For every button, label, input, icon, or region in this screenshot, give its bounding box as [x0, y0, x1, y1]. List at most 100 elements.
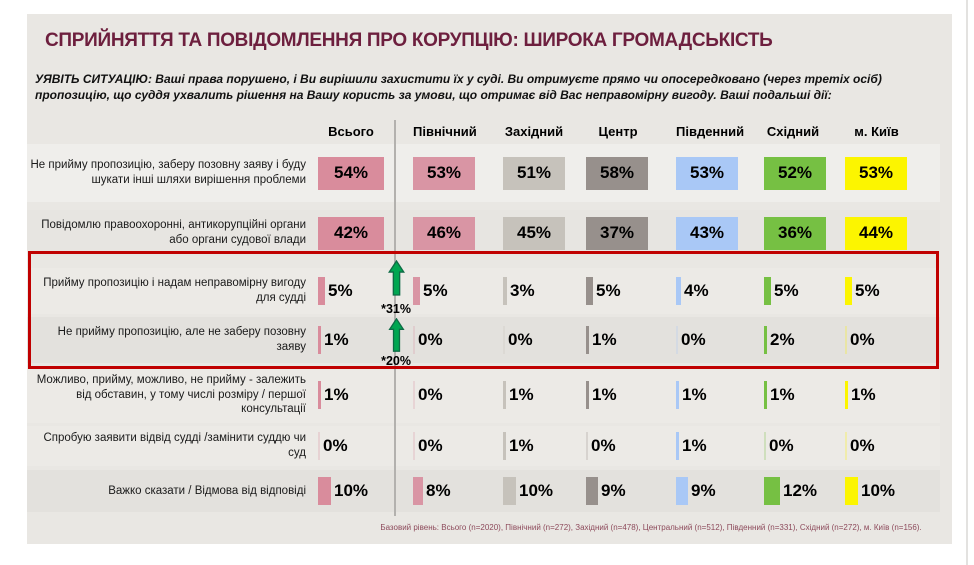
mini-bar	[845, 477, 858, 505]
value-cell: 4%	[676, 277, 764, 305]
mini-bar	[586, 381, 589, 409]
value-cell: 0%	[586, 432, 676, 460]
trend-annotation: *31%	[381, 302, 411, 316]
column-header-skhidnyi: Східний	[766, 123, 820, 139]
column-header-pivdennyi: Південний	[676, 123, 745, 139]
value-cell: 5%	[586, 277, 676, 305]
value-label: 10%	[861, 481, 896, 500]
mini-bar	[764, 381, 767, 409]
value-cell: 5%	[318, 277, 413, 305]
page-title: СПРИЙНЯТТЯ ТА ПОВІДОМЛЕННЯ ПРО КОРУПЦІЮ:…	[45, 30, 773, 51]
mini-bar	[586, 326, 589, 354]
row-label: Не прийму пропозицію, але не заберу позо…	[57, 326, 306, 353]
column-header-tsentr: Центр	[598, 123, 638, 139]
value-cell: 1%	[318, 381, 413, 409]
value-box: 54%	[318, 156, 384, 190]
value-cell: 5%	[845, 277, 932, 305]
value-cell: 10%	[318, 477, 413, 505]
mini-bar	[318, 326, 321, 354]
mini-bar	[764, 326, 767, 354]
mini-bar	[764, 432, 766, 460]
value-label: 51%	[516, 163, 552, 182]
results-table: Всього Північний Західний Центр Південни…	[27, 118, 952, 516]
mini-bar	[318, 477, 331, 505]
row-label: Не прийму пропозицію, заберу позовну зая…	[30, 159, 307, 186]
slide-panel: СПРИЙНЯТТЯ ТА ПОВІДОМЛЕННЯ ПРО КОРУПЦІЮ:…	[27, 14, 952, 544]
value-label: 37%	[599, 223, 635, 242]
value-label: 42%	[333, 223, 369, 242]
column-divider	[394, 120, 396, 516]
scenario-text: УЯВІТЬ СИТУАЦІЮ: Ваші права порушено, і …	[35, 72, 882, 102]
row-label: Важко сказати / Відмова від відповіді	[108, 484, 306, 497]
value-label: 0%	[850, 330, 875, 349]
mini-bar	[413, 381, 415, 409]
value-label: 45%	[516, 223, 552, 242]
value-label: 1%	[851, 385, 876, 404]
mini-bar	[586, 477, 598, 505]
table-row: Не прийму пропозицію, але не заберу позо…	[27, 317, 940, 363]
mini-bar	[318, 432, 320, 460]
value-box: 42%	[318, 216, 384, 250]
trend-up-arrow-icon	[388, 318, 405, 352]
value-label: 1%	[682, 436, 707, 455]
value-cell: 1%	[318, 326, 413, 354]
value-box: 53%	[413, 156, 475, 190]
value-cell: 12%	[764, 477, 845, 505]
trend-annotation: *20%	[381, 354, 411, 368]
page-edge-divider	[966, 0, 968, 565]
mini-bar	[764, 277, 771, 305]
value-label: 10%	[519, 481, 554, 500]
table-row: Повідомлю правоохоронні, антикорупційні …	[27, 210, 940, 256]
value-box: 44%	[845, 216, 907, 250]
value-box: 37%	[586, 216, 648, 250]
mini-bar	[503, 381, 506, 409]
mini-bar	[676, 326, 678, 354]
value-box: 36%	[764, 216, 826, 250]
value-cell: 10%	[503, 477, 586, 505]
value-label: 0%	[418, 330, 443, 349]
column-header-zakhidnyi: Західний	[504, 123, 564, 139]
value-label: 58%	[599, 163, 635, 182]
mini-bar	[503, 326, 505, 354]
value-label: 52%	[777, 163, 813, 182]
mini-bar	[764, 477, 780, 505]
value-box: 43%	[676, 216, 738, 250]
value-cell: 0%	[413, 381, 503, 409]
value-label: 46%	[426, 223, 462, 242]
value-cell: 0%	[318, 432, 413, 460]
value-label: 0%	[769, 436, 794, 455]
value-box: 46%	[413, 216, 475, 250]
value-label: 1%	[509, 385, 534, 404]
value-box: 53%	[676, 156, 738, 190]
value-cell: 0%	[413, 432, 503, 460]
value-label: 4%	[684, 281, 709, 300]
value-cell: 0%	[845, 326, 932, 354]
value-cell: 1%	[676, 381, 764, 409]
table-header-row: Всього Північний Західний Центр Південни…	[27, 118, 952, 144]
value-cell: 1%	[764, 381, 845, 409]
mini-bar	[845, 432, 847, 460]
value-label: 44%	[858, 223, 894, 242]
value-cell: 9%	[586, 477, 676, 505]
mini-bar	[586, 432, 588, 460]
value-label: 8%	[426, 481, 451, 500]
value-label: 5%	[596, 281, 621, 300]
value-label: 2%	[770, 330, 795, 349]
value-cell: 0%	[676, 326, 764, 354]
value-label: 0%	[323, 436, 348, 455]
value-label: 0%	[418, 385, 443, 404]
column-header-vsogo: Всього	[328, 123, 374, 139]
mini-bar	[503, 432, 506, 460]
column-header-kyiv: м. Київ	[854, 123, 899, 139]
value-label: 53%	[689, 163, 725, 182]
value-box: 51%	[503, 156, 565, 190]
value-label: 10%	[334, 481, 369, 500]
mini-bar	[318, 381, 321, 409]
value-box: 58%	[586, 156, 648, 190]
value-cell: 3%	[503, 277, 586, 305]
mini-bar	[413, 432, 415, 460]
value-cell: 10%	[845, 477, 932, 505]
mini-bar	[503, 277, 507, 305]
column-header-pivnichnyi: Північний	[413, 123, 477, 139]
